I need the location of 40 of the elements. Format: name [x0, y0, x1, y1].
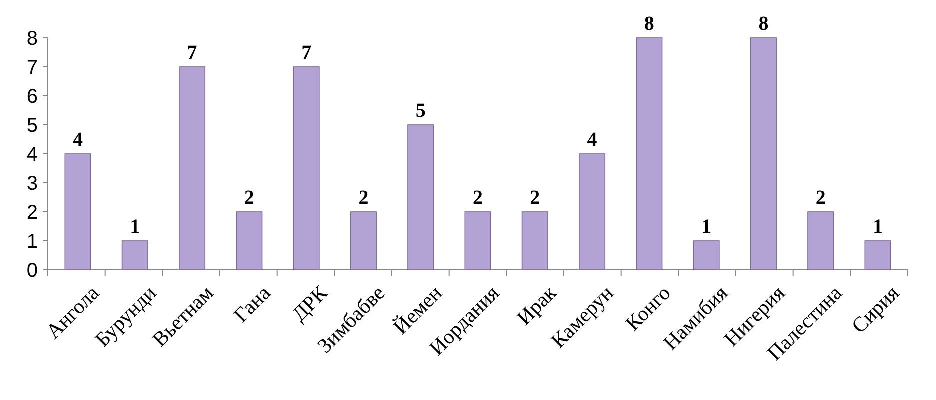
data-label: 2 [358, 187, 369, 209]
bar [579, 154, 606, 270]
y-tick-label: 6 [26, 86, 38, 108]
bar [350, 212, 377, 270]
data-label: 2 [244, 187, 254, 209]
bar [522, 212, 548, 270]
y-tick-label: 1 [26, 231, 38, 253]
data-label: 1 [130, 216, 140, 238]
y-tick-label: 3 [26, 173, 38, 195]
data-label: 2 [530, 187, 540, 209]
y-tick-label: 2 [26, 202, 38, 224]
data-label: 2 [816, 187, 826, 209]
bar [293, 66, 320, 270]
bar [236, 212, 263, 270]
bar [464, 212, 492, 270]
data-label: 7 [187, 42, 198, 64]
y-tick-label: 0 [26, 260, 38, 282]
data-label: 2 [473, 187, 483, 209]
bar [636, 38, 663, 270]
data-label: 8 [758, 13, 769, 35]
y-tick-label: 7 [26, 57, 38, 79]
bar [750, 38, 777, 270]
data-label: 4 [587, 129, 598, 151]
data-label: 1 [702, 216, 712, 238]
data-label: 5 [416, 100, 426, 122]
data-label: 1 [873, 216, 883, 238]
bar [122, 240, 148, 270]
bar [64, 154, 92, 270]
bar [864, 240, 892, 270]
data-label: 8 [644, 13, 654, 35]
x-tick-label: Гана [229, 280, 276, 328]
bar [408, 124, 434, 270]
data-label: 7 [302, 42, 312, 64]
y-tick-label: 5 [26, 115, 38, 137]
bar [179, 66, 206, 270]
bar [808, 212, 834, 270]
bar [693, 240, 720, 270]
y-tick-label: 4 [26, 144, 38, 166]
y-tick-label: 8 [26, 28, 38, 50]
data-label: 4 [73, 129, 83, 151]
